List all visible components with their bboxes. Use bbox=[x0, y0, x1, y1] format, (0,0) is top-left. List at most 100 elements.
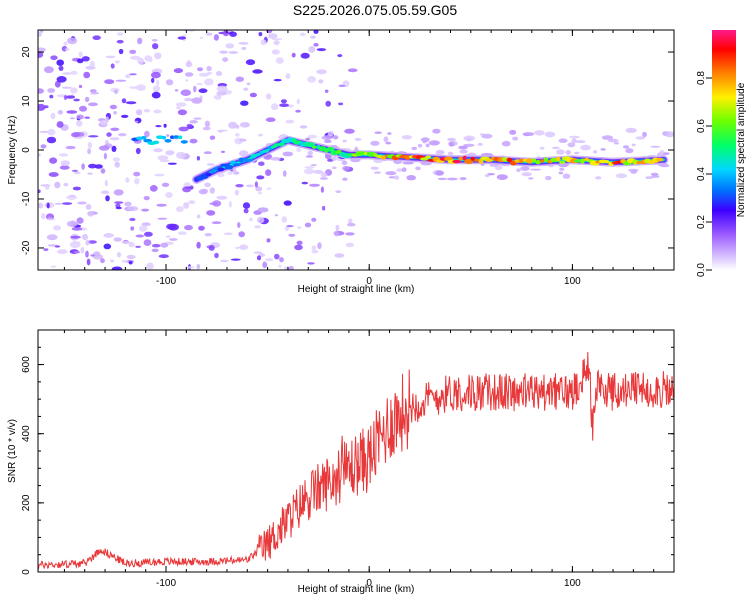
noise-blob bbox=[213, 34, 219, 41]
noise-blob bbox=[318, 79, 324, 84]
colorbar-ticks: 0.0 0.2 0.4 0.6 0.8 bbox=[696, 71, 712, 277]
noise-blob bbox=[273, 40, 280, 45]
noise-blob bbox=[308, 46, 316, 53]
noise-blob bbox=[200, 188, 208, 194]
noise-blob bbox=[222, 30, 230, 37]
noise-blob bbox=[321, 205, 326, 211]
noise-blob bbox=[388, 176, 395, 179]
noise-blob bbox=[627, 168, 639, 172]
noise-blob bbox=[130, 226, 135, 231]
x-tick-label: 100 bbox=[564, 578, 581, 589]
y-tick-label: -10 bbox=[21, 191, 32, 206]
noise-blob bbox=[104, 79, 115, 85]
noise-blob bbox=[38, 88, 44, 94]
noise-blob bbox=[76, 217, 84, 224]
noise-blob bbox=[127, 206, 139, 212]
ridge-blob bbox=[526, 158, 534, 164]
noise-blob bbox=[297, 226, 302, 229]
noise-blob bbox=[650, 145, 661, 148]
noise-blob bbox=[46, 136, 57, 144]
noise-blob bbox=[70, 117, 75, 120]
noise-blob bbox=[459, 177, 467, 181]
noise-blob bbox=[39, 130, 50, 133]
noise-blob bbox=[129, 217, 136, 222]
noise-blob bbox=[265, 258, 274, 262]
colorbar-tick-label: 0.0 bbox=[696, 263, 707, 277]
noise-blob bbox=[109, 137, 120, 141]
noise-blob bbox=[479, 133, 485, 136]
noise-blob bbox=[185, 79, 189, 82]
noise-blob bbox=[204, 120, 211, 128]
noise-blob bbox=[335, 190, 342, 194]
noise-blob bbox=[184, 97, 193, 102]
noise-blob bbox=[44, 66, 54, 74]
noise-blob bbox=[129, 49, 137, 55]
noise-blob bbox=[556, 149, 565, 155]
noise-blob bbox=[124, 201, 132, 207]
ridge-blob bbox=[262, 149, 269, 153]
noise-blob bbox=[156, 203, 167, 207]
noise-blob bbox=[341, 160, 348, 165]
noise-blob bbox=[344, 128, 355, 134]
noise-blob bbox=[257, 191, 262, 195]
ridge-blob bbox=[464, 159, 474, 164]
ridge-blob bbox=[559, 160, 566, 164]
noise-blob bbox=[176, 151, 186, 159]
noise-blob bbox=[103, 152, 107, 160]
noise-blob bbox=[235, 246, 240, 250]
noise-blob bbox=[73, 171, 81, 175]
noise-blob bbox=[622, 145, 630, 149]
noise-blob bbox=[270, 157, 281, 161]
noise-blob bbox=[317, 242, 322, 250]
noise-blob bbox=[273, 78, 282, 82]
ridge-blob bbox=[478, 159, 484, 164]
noise-blob bbox=[166, 235, 171, 238]
noise-blob bbox=[184, 72, 194, 77]
noise-blob bbox=[76, 58, 84, 64]
noise-blob bbox=[593, 150, 598, 154]
ridge-blob bbox=[238, 157, 244, 163]
noise-blob bbox=[229, 31, 237, 37]
noise-blob bbox=[65, 95, 76, 99]
noise-blob bbox=[62, 202, 73, 205]
ridge-blob bbox=[286, 137, 294, 143]
noise-blob bbox=[214, 252, 219, 259]
noise-blob bbox=[396, 168, 404, 172]
ridge-blob bbox=[156, 135, 164, 139]
noise-blob bbox=[154, 173, 165, 177]
noise-blob bbox=[70, 235, 81, 239]
noise-blob bbox=[316, 48, 327, 52]
snr-xlabel: Height of straight line (km) bbox=[298, 584, 415, 595]
noise-blob bbox=[115, 206, 122, 210]
noise-blob bbox=[393, 175, 400, 180]
noise-blob bbox=[191, 97, 203, 104]
noise-blob bbox=[265, 169, 272, 177]
noise-blob bbox=[324, 139, 332, 144]
noise-blob bbox=[331, 155, 337, 162]
noise-blob bbox=[90, 254, 95, 257]
noise-blob bbox=[100, 190, 110, 195]
noise-blob bbox=[161, 182, 170, 187]
noise-blob bbox=[121, 260, 129, 263]
noise-blob bbox=[100, 168, 106, 174]
noise-blob bbox=[387, 132, 392, 135]
noise-blob bbox=[235, 76, 244, 82]
noise-blob bbox=[118, 48, 124, 55]
noise-blob bbox=[113, 189, 124, 196]
noise-blob bbox=[155, 125, 162, 128]
noise-blob bbox=[144, 130, 150, 138]
noise-blob bbox=[301, 181, 308, 185]
noise-blob bbox=[87, 141, 92, 149]
noise-blob bbox=[177, 231, 187, 235]
ridge-blob bbox=[580, 158, 585, 164]
noise-blob bbox=[46, 234, 58, 241]
noise-blob bbox=[103, 243, 112, 250]
noise-blob bbox=[193, 85, 197, 93]
noise-blob bbox=[254, 181, 258, 188]
noise-blob bbox=[186, 123, 193, 128]
ridge-blob bbox=[162, 135, 166, 140]
ridge-blob bbox=[458, 156, 463, 161]
noise-blob bbox=[174, 89, 179, 92]
noise-blob bbox=[307, 150, 313, 156]
noise-blob bbox=[225, 43, 235, 49]
